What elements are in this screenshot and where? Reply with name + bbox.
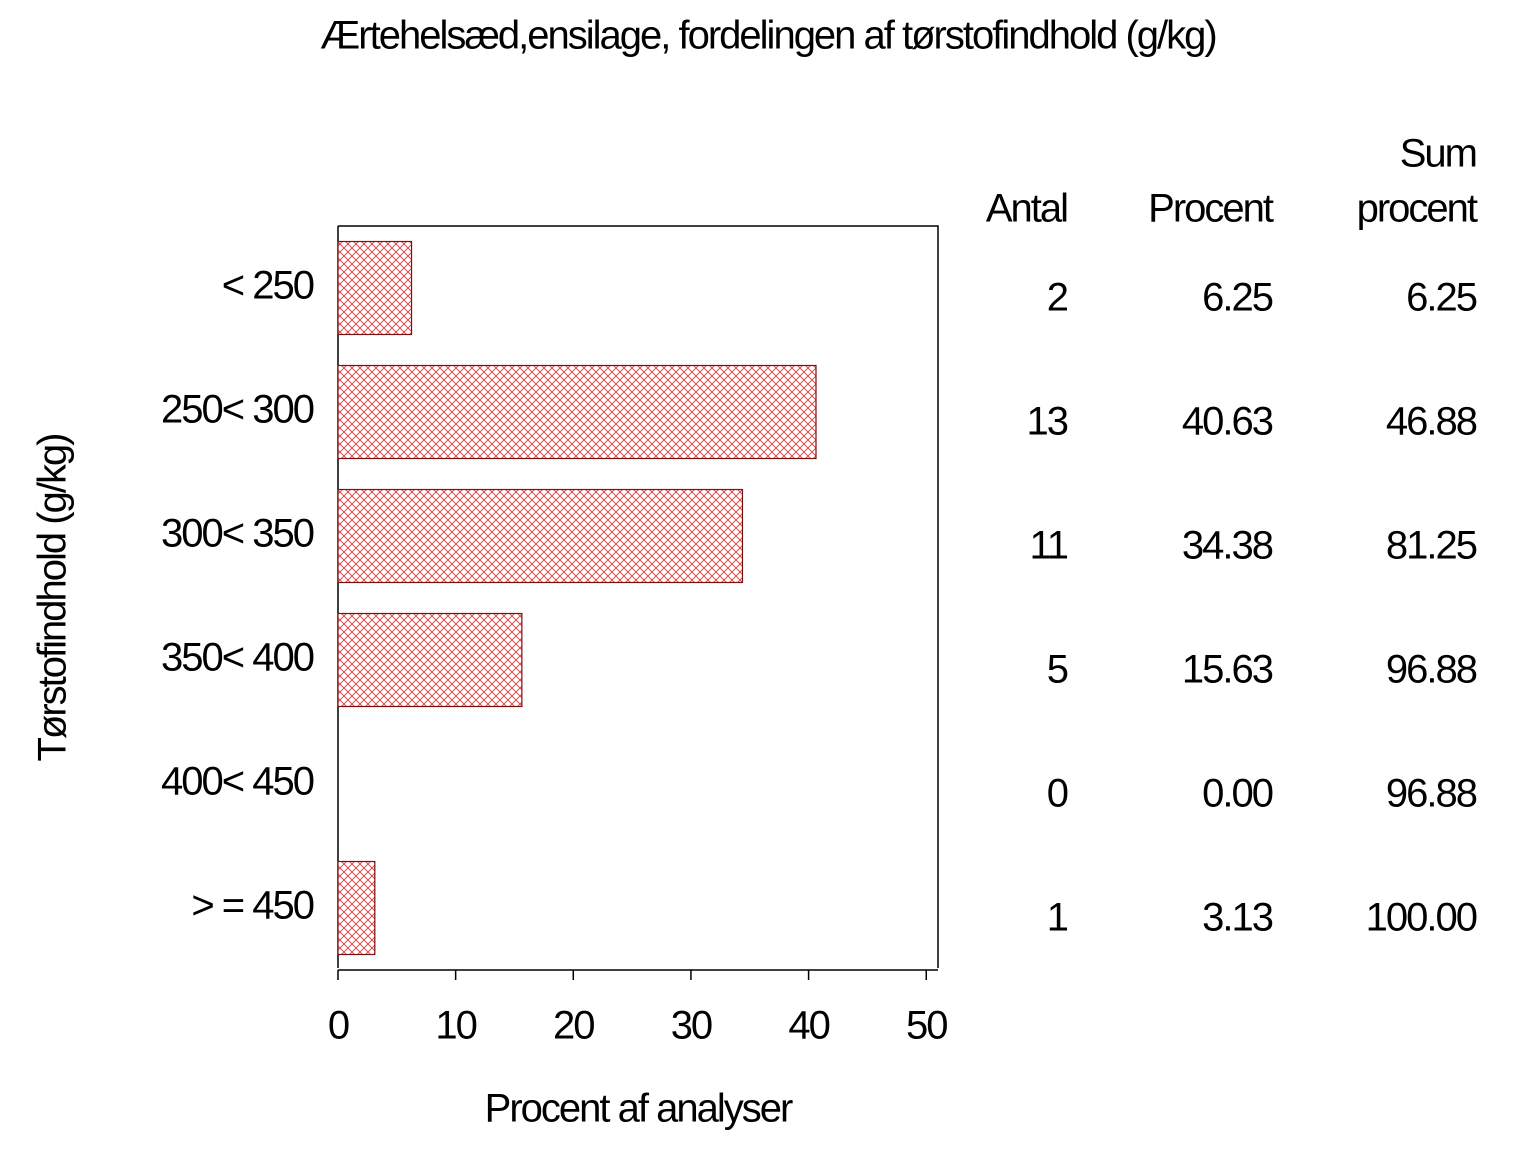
y-tick-label: < 250	[222, 264, 314, 308]
bar	[337, 364, 817, 460]
y-tick-label: 300< 350	[161, 512, 314, 556]
table-count: 11	[1029, 524, 1067, 568]
x-tick-label: 0	[328, 1004, 349, 1048]
bar	[337, 488, 744, 584]
chart-title: Ærtehelsæd,ensilage, fordelingen af tørs…	[320, 14, 1215, 58]
table-cumulative: 100.00	[1366, 896, 1477, 940]
table-count: 2	[1047, 276, 1068, 320]
table-cumulative: 46.88	[1386, 400, 1477, 444]
table-count: 1	[1047, 896, 1068, 940]
table-cumulative: 96.88	[1386, 648, 1477, 692]
table-cumulative: 96.88	[1386, 772, 1477, 816]
table-percent: 15.63	[1182, 648, 1273, 692]
table-header: Procent	[1148, 187, 1274, 231]
bar	[337, 240, 413, 336]
bar	[337, 860, 376, 956]
y-tick-label: 250< 300	[161, 388, 314, 432]
x-axis-label: Procent af analyser	[485, 1087, 793, 1131]
table-header: Sum	[1400, 132, 1476, 176]
x-tick-label: 20	[553, 1004, 594, 1048]
table-count: 0	[1047, 772, 1068, 816]
x-tick-label: 10	[435, 1004, 476, 1048]
y-axis-label: Tørstofindhold (g/kg)	[31, 434, 75, 761]
table-header: Antal	[986, 187, 1067, 231]
table-percent: 34.38	[1182, 524, 1273, 568]
table-percent: 40.63	[1182, 400, 1273, 444]
table-cumulative: 81.25	[1386, 524, 1477, 568]
x-tick-label: 30	[671, 1004, 712, 1048]
bar	[337, 612, 523, 708]
table-percent: 0.00	[1202, 772, 1273, 816]
x-tick-label: 40	[788, 1004, 829, 1048]
x-tick-label: 50	[906, 1004, 947, 1048]
table-percent: 3.13	[1202, 896, 1273, 940]
table-header: procent	[1357, 187, 1478, 231]
table-count: 5	[1047, 648, 1068, 692]
table-count: 13	[1027, 400, 1068, 444]
y-tick-label: 400< 450	[161, 760, 314, 804]
plot-frame	[337, 225, 939, 971]
y-tick-label: > = 450	[191, 884, 313, 928]
table-percent: 6.25	[1202, 276, 1273, 320]
table-cumulative: 6.25	[1406, 276, 1477, 320]
y-tick-label: 350< 400	[161, 636, 314, 680]
